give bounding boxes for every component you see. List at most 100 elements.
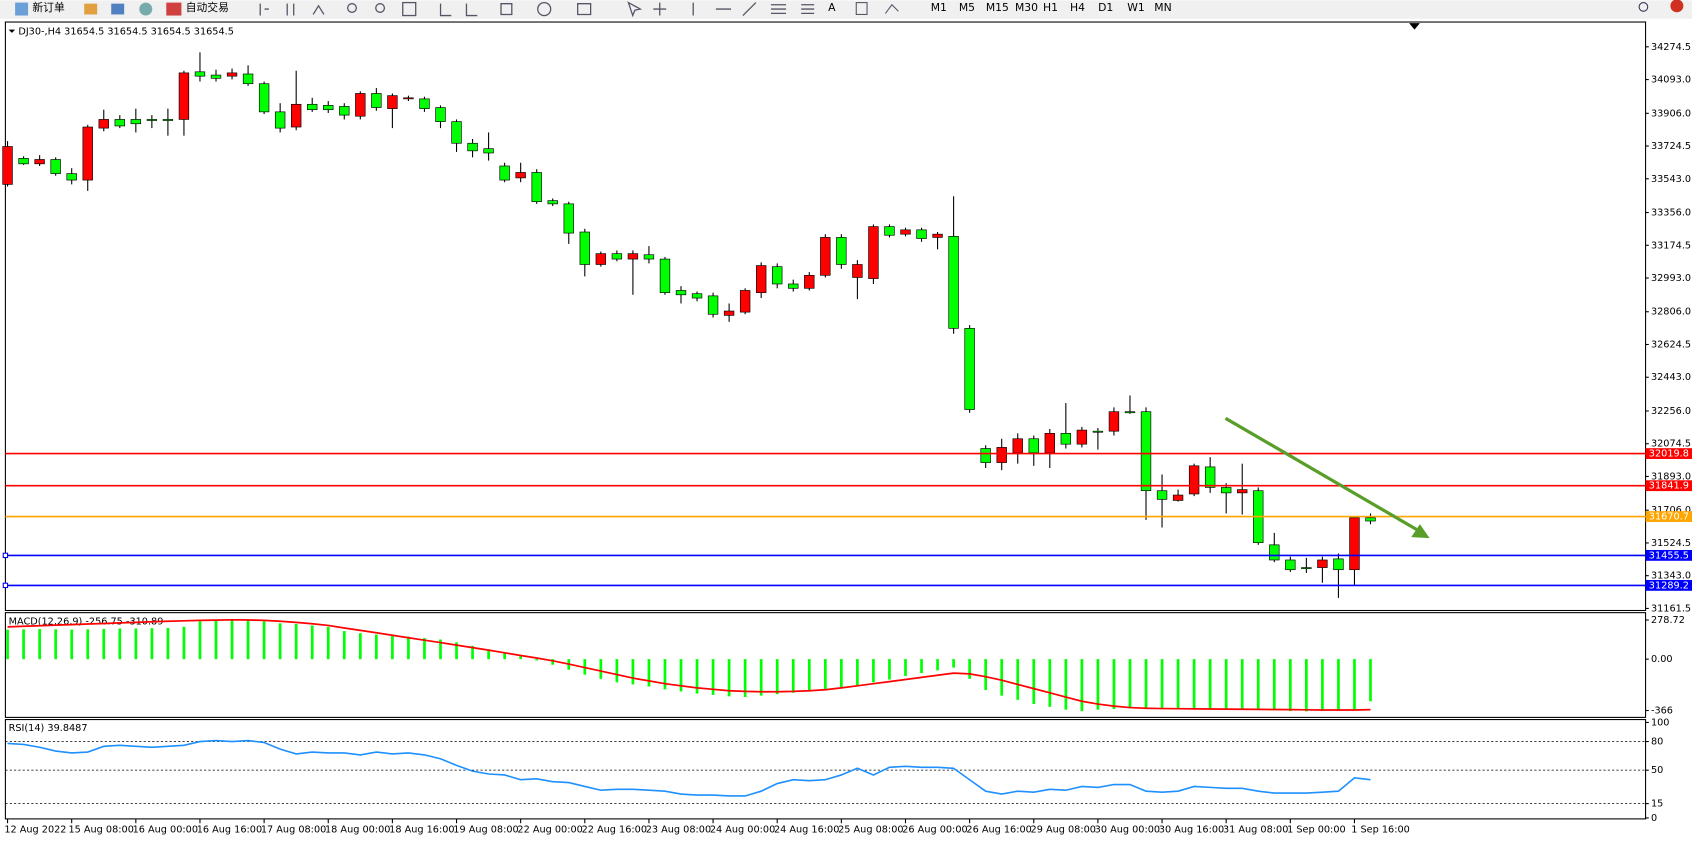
candle-body (659, 258, 671, 293)
icon[interactable] (111, 3, 125, 15)
candle-body (1172, 494, 1184, 501)
candle-body (307, 103, 318, 111)
candle-body (114, 119, 125, 127)
candle-body (772, 266, 783, 285)
candle-body (210, 74, 222, 79)
timeframe-button[interactable]: W1 (1127, 1, 1145, 14)
x-tick-label: 25 Aug 08:00 (838, 825, 903, 836)
candle-body (948, 236, 959, 329)
candle-body (323, 105, 334, 111)
candle-body (627, 253, 639, 260)
candle-body (258, 83, 270, 113)
x-tick-label: 18 Aug 16:00 (389, 825, 454, 836)
y-tick-label: 32624.5 (1651, 339, 1691, 350)
candle-body (1349, 517, 1360, 571)
x-tick-label: 22 Aug 16:00 (582, 825, 647, 836)
y-tick-label: 32443.0 (1651, 372, 1691, 383)
icon[interactable] (884, 3, 899, 14)
x-tick-label: 30 Aug 00:00 (1095, 825, 1160, 836)
candle-body (563, 203, 574, 234)
candle-body (980, 448, 991, 463)
search[interactable] (1638, 2, 1649, 12)
y-tick-label: 32256.0 (1651, 406, 1691, 417)
timeframe-button[interactable]: M5 (959, 1, 975, 14)
candle-body (515, 172, 526, 179)
y-tick-label: 278.72 (1651, 615, 1685, 626)
candle-body (1108, 411, 1120, 432)
alert[interactable] (1670, 0, 1684, 13)
timeframe-button[interactable]: MN (1154, 1, 1171, 14)
timeframe-button[interactable]: H1 (1043, 1, 1058, 14)
candle-body (274, 111, 286, 129)
y-tick-label: 0.00 (1651, 654, 1673, 665)
menu-marker (8, 29, 16, 33)
new-order[interactable]: 新订单 (32, 1, 65, 14)
candle-body (579, 231, 590, 265)
toolbar: 新订单 自动交易 A M1 M5 M15 M30 H1 H4 D1 W1 MN (0, 0, 1692, 19)
candle-body (403, 97, 414, 100)
candle-body (1333, 558, 1344, 571)
candle-body (852, 264, 863, 278)
price-tag-label: 31670.7 (1649, 512, 1689, 523)
candle-body (739, 290, 751, 313)
candle-body (868, 226, 879, 279)
candle-body (1012, 438, 1023, 454)
price-tag-label: 32019.8 (1649, 449, 1689, 460)
candle-body (1301, 567, 1312, 569)
candle-body (451, 121, 462, 144)
candle-body (98, 119, 109, 129)
x-tick-label: 26 Aug 16:00 (966, 825, 1031, 836)
timeframe-button[interactable]: M15 (986, 1, 1009, 14)
candle-body (1317, 559, 1328, 568)
icon-text[interactable]: A (828, 1, 836, 14)
candle-body (820, 237, 831, 276)
timeframe-button[interactable]: D1 (1098, 1, 1113, 14)
candle-body (964, 328, 975, 410)
y-tick-label: 50 (1651, 765, 1663, 776)
icon[interactable] (84, 3, 98, 15)
price-tag-label: 31289.2 (1649, 580, 1689, 591)
rsi-line (7, 739, 1371, 797)
candle-body (707, 295, 719, 315)
auto-trading[interactable]: 自动交易 (186, 1, 229, 14)
macd-signal (7, 618, 1371, 711)
candle-body (66, 173, 77, 181)
y-tick-label: -366 (1651, 706, 1673, 717)
timeframe-button[interactable]: M30 (1015, 1, 1038, 14)
x-tick-label: 12 Aug 2022 (4, 825, 66, 836)
level-handle (2, 582, 9, 589)
candle-body (387, 95, 398, 109)
x-tick-label: 15 Aug 08:00 (68, 825, 133, 836)
candle-body (146, 119, 158, 121)
toolbar-bg (0, 0, 1692, 19)
candle-body (1204, 466, 1216, 488)
icon[interactable] (855, 2, 868, 16)
candle-body (1044, 433, 1055, 454)
icon[interactable] (166, 2, 182, 16)
candle-body (1156, 490, 1168, 500)
level-handle (2, 552, 9, 559)
price-tag (1645, 579, 1692, 591)
icon[interactable] (15, 2, 29, 16)
x-tick-label: 1 Sep 16:00 (1351, 825, 1410, 836)
candle-body (355, 93, 366, 117)
timeframe-button[interactable]: H4 (1070, 1, 1085, 14)
y-tick-label: 0 (1651, 813, 1657, 824)
candle-body (419, 98, 430, 109)
x-tick-label: 26 Aug 00:00 (902, 825, 967, 836)
y-tick-label: 15 (1651, 799, 1663, 810)
x-tick-label: 16 Aug 00:00 (133, 825, 198, 836)
candle-body (371, 93, 382, 108)
candle-body (1269, 544, 1280, 561)
candle-body (1140, 411, 1152, 492)
x-tick-label: 24 Aug 16:00 (774, 825, 839, 836)
timeframe-button[interactable]: M1 (931, 1, 947, 14)
candle-body (34, 159, 45, 165)
candle-body (756, 265, 767, 293)
candle-body (18, 158, 29, 165)
icon[interactable] (139, 2, 153, 16)
price-tag (1645, 549, 1692, 561)
x-tick-label: 29 Aug 08:00 (1031, 825, 1096, 836)
